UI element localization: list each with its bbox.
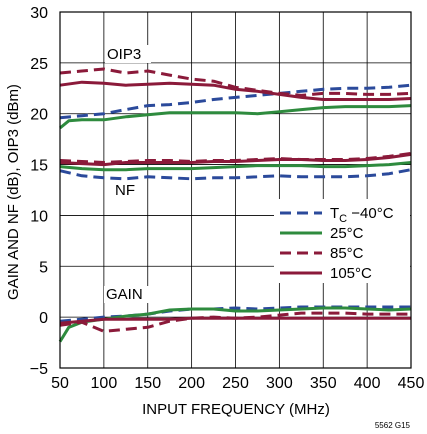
x-tick-label: 250 [222, 375, 249, 392]
y-tick-label: 25 [30, 56, 48, 73]
series-line-nf [59, 152, 412, 167]
series-group [58, 67, 412, 343]
x-axis-title: INPUT FREQUENCY (MHz) [142, 401, 330, 418]
series-line-nf [59, 168, 412, 181]
annotation-oip3-bg [105, 45, 151, 63]
annotation-gain: GAIN [106, 286, 143, 303]
y-tick-label: 0 [39, 310, 48, 327]
y-tick-label: 20 [30, 107, 48, 124]
x-tick-label: 300 [266, 375, 293, 392]
y-tick-label: 5 [39, 259, 48, 276]
x-tick-label: 200 [178, 375, 205, 392]
series-line-gain [59, 316, 411, 325]
series-line-oip3 [59, 80, 412, 101]
y-tick-label: 15 [30, 158, 48, 175]
y-tick-label: 30 [30, 5, 48, 22]
x-tick-label: 100 [91, 375, 118, 392]
x-tick-label: 150 [134, 375, 161, 392]
y-axis-title: GAIN AND NF (dB), OIP3 (dBm) [5, 84, 22, 300]
x-tick-label: 350 [310, 375, 337, 392]
annotations: OIP3 NF GAIN [104, 45, 151, 303]
series-line-nf [59, 161, 412, 172]
x-tick-label: 450 [398, 375, 425, 392]
annotation-oip3: OIP3 [107, 46, 141, 63]
plot-frame [59, 11, 412, 369]
figure-footnote: 5562 G15 [375, 421, 411, 430]
legend-label-tc-40: TC −40°C [330, 205, 394, 225]
legend-background [274, 199, 410, 283]
series-line-oip3 [59, 67, 412, 97]
legend-label-25c: 25°C [330, 225, 364, 242]
y-tick-label: −5 [30, 361, 48, 378]
series-line-oip3 [59, 104, 412, 130]
y-tick-label: 10 [30, 208, 48, 225]
legend: TC −40°C 25°C 85°C 105°C [274, 199, 410, 283]
annotation-gain-bg [104, 286, 150, 303]
series-line-oip3 [59, 83, 412, 120]
x-tick-label: 400 [354, 375, 381, 392]
legend-label-85c: 85°C [330, 245, 364, 262]
annotation-nf: NF [115, 182, 135, 199]
y-tick-labels: −5 0 5 10 15 20 25 30 [30, 5, 48, 378]
x-tick-label: 50 [51, 375, 69, 392]
legend-label-105c: 105°C [330, 265, 372, 282]
x-tick-labels: 50 100 150 200 250 300 350 400 450 [51, 375, 424, 392]
annotation-nf-bg [113, 181, 139, 199]
